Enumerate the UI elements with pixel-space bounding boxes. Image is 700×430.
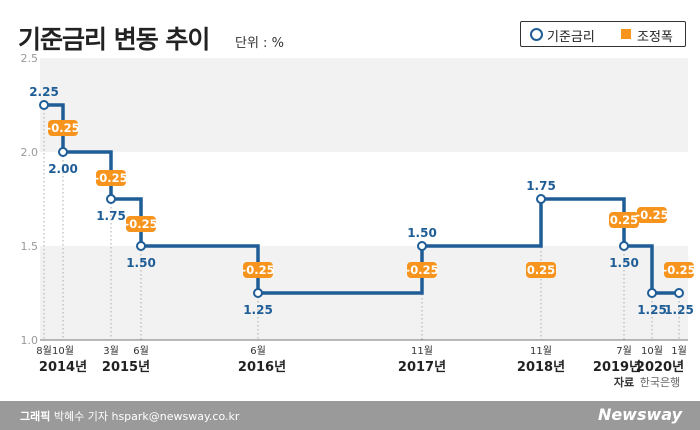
change-badge	[48, 120, 78, 136]
value-label: 1.75	[96, 209, 126, 223]
month-label: 6월	[133, 345, 149, 357]
year-label: 2020년	[636, 360, 684, 375]
y-tick-label: 2.0	[21, 146, 39, 159]
footer-bar: 그래픽 박혜수 기자 hspark@newsway.co.kr Newsway	[0, 401, 700, 430]
year-label: 2014년	[39, 360, 87, 375]
rate-point	[136, 241, 146, 251]
rate-point	[58, 147, 68, 157]
change-badge	[243, 262, 273, 278]
value-label: 1.50	[609, 256, 639, 270]
y-tick-label: 1.0	[21, 334, 39, 347]
y-tick-label: 2.5	[21, 52, 39, 65]
unit-label: 단위 : %	[235, 36, 284, 51]
change-label: -0.25	[241, 263, 274, 277]
rate-step-line	[44, 103, 680, 295]
year-label: 2018년	[517, 360, 565, 375]
legend-change-marker-icon	[621, 29, 631, 39]
rate-point	[417, 241, 427, 251]
change-badge	[526, 262, 556, 278]
legend: 기준금리 조정폭	[520, 21, 686, 47]
source-name: 한국은행	[640, 376, 680, 389]
change-badge	[637, 207, 667, 223]
year-label: 2017년	[398, 360, 446, 375]
value-label: 1.50	[407, 226, 437, 240]
month-label: 11월	[530, 345, 552, 357]
change-label: -0.25	[46, 121, 79, 135]
rate-point	[39, 100, 49, 110]
footer-label: 그래픽	[20, 410, 51, 423]
month-label: 11월	[411, 345, 433, 357]
value-label: 1.25	[243, 303, 273, 317]
change-badge	[664, 262, 694, 278]
legend-rate-marker-icon	[530, 28, 543, 41]
footer-author: 박혜수 기자 hspark@newsway.co.kr	[53, 410, 240, 423]
month-label: 3월	[103, 345, 119, 357]
value-label: 1.50	[126, 256, 156, 270]
y-tick-label: 1.5	[21, 240, 39, 253]
month-label: 7월	[616, 345, 632, 357]
change-badge	[609, 212, 639, 228]
value-label: 2.25	[29, 85, 59, 99]
rate-point	[253, 288, 263, 298]
change-badge	[96, 170, 126, 186]
value-label: 1.25	[637, 303, 667, 317]
band-2.0-2.5	[40, 58, 688, 152]
value-label: 2.00	[48, 162, 78, 176]
change-label: -0.25	[662, 263, 695, 277]
month-label: 6월	[250, 345, 266, 357]
value-label: 1.75	[526, 179, 556, 193]
year-label: 2015년	[102, 360, 150, 375]
rate-point	[536, 194, 546, 204]
change-label: 0.25	[610, 213, 638, 227]
step-chart: 1.01.52.02.5-0.25-0.25-0.25-0.25 -0.25 0.2…	[21, 52, 696, 389]
legend-rate-label: 기준금리	[547, 30, 595, 45]
change-label: -0.25	[124, 217, 157, 231]
rate-point	[674, 288, 684, 298]
footer-credit: 그래픽 박혜수 기자 hspark@newsway.co.kr	[20, 408, 239, 424]
month-label: 10월	[52, 345, 74, 357]
year-label: 2019년	[593, 360, 641, 375]
month-label: 1월	[671, 345, 687, 357]
source-label: 자료	[614, 375, 634, 389]
month-label: 10월	[641, 345, 663, 357]
rate-point	[647, 288, 657, 298]
month-label: 8월	[36, 345, 52, 357]
value-label: 1.25	[664, 303, 694, 317]
newsway-logo: Newsway	[597, 405, 682, 424]
chart-title: 기준금리 변동 추이	[18, 25, 210, 54]
change-badge	[126, 216, 156, 232]
legend-change-label: 조정폭	[637, 30, 673, 45]
change-badge	[407, 262, 437, 278]
change-label: -0.25	[635, 208, 668, 222]
change-label: -0.25	[94, 171, 127, 185]
change-label: 0.25	[527, 263, 555, 277]
rate-point	[619, 241, 629, 251]
rate-point	[106, 194, 116, 204]
year-label: 2016년	[238, 360, 286, 375]
change-label: -0.25	[405, 263, 438, 277]
